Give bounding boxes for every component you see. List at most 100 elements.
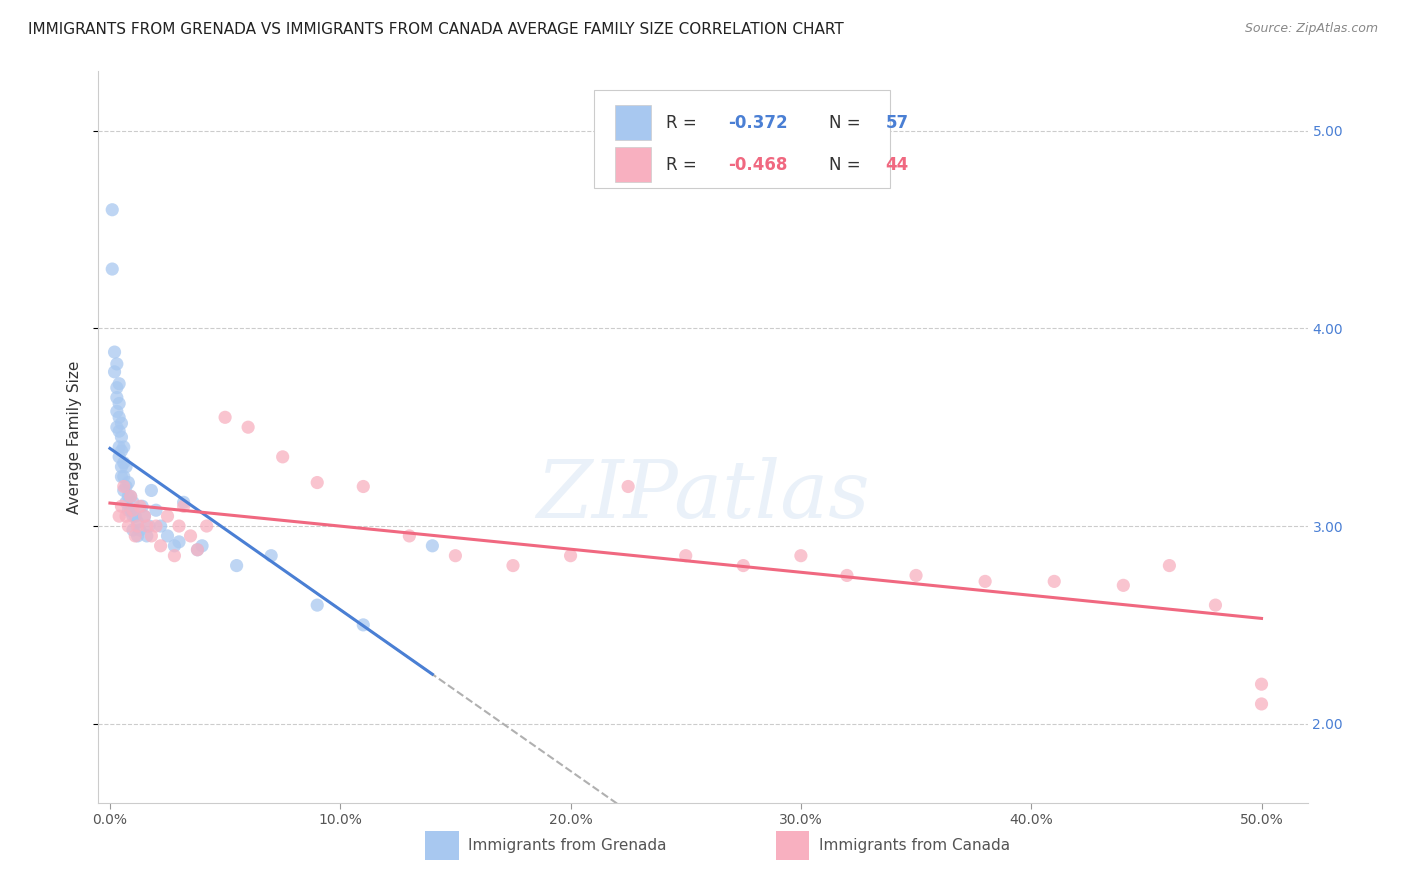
Point — [103, 345, 125, 359]
Point — [214, 410, 236, 425]
Point — [112, 440, 135, 454]
Point — [110, 500, 132, 514]
Point — [675, 549, 697, 563]
FancyBboxPatch shape — [595, 90, 890, 188]
Point — [225, 558, 247, 573]
Point — [112, 479, 135, 493]
Point — [103, 365, 125, 379]
Point — [105, 357, 128, 371]
Point — [422, 539, 444, 553]
Text: Source: ZipAtlas.com: Source: ZipAtlas.com — [1244, 22, 1378, 36]
Point — [124, 509, 146, 524]
Point — [122, 523, 145, 537]
Point — [117, 503, 139, 517]
Point — [105, 391, 128, 405]
Point — [108, 376, 131, 391]
Point — [117, 475, 139, 490]
Point — [105, 381, 128, 395]
Point — [120, 489, 142, 503]
Point — [835, 568, 858, 582]
Point — [105, 420, 128, 434]
Point — [733, 558, 755, 573]
FancyBboxPatch shape — [776, 830, 810, 860]
Point — [135, 519, 157, 533]
Point — [108, 440, 131, 454]
Point — [127, 529, 149, 543]
Point — [790, 549, 813, 563]
Point — [128, 500, 150, 514]
Point — [110, 430, 132, 444]
Point — [905, 568, 928, 582]
Text: 57: 57 — [886, 113, 908, 131]
Point — [117, 489, 139, 503]
Point — [124, 529, 146, 543]
Point — [108, 450, 131, 464]
Point — [108, 396, 131, 410]
Point — [156, 529, 179, 543]
Point — [135, 529, 157, 543]
Text: -0.372: -0.372 — [728, 113, 787, 131]
Point — [115, 495, 138, 509]
Text: -0.468: -0.468 — [728, 155, 787, 174]
Point — [108, 410, 131, 425]
Point — [149, 539, 172, 553]
Point — [398, 529, 420, 543]
Point — [617, 479, 640, 493]
Point — [307, 475, 329, 490]
Point — [112, 469, 135, 483]
Point — [163, 549, 186, 563]
Point — [1204, 598, 1226, 612]
Point — [115, 459, 138, 474]
Point — [110, 459, 132, 474]
Y-axis label: Average Family Size: Average Family Size — [67, 360, 83, 514]
Point — [271, 450, 294, 464]
Point — [122, 495, 145, 509]
Point — [101, 202, 124, 217]
Point — [120, 503, 142, 517]
Text: Immigrants from Grenada: Immigrants from Grenada — [468, 838, 666, 853]
Point — [141, 483, 163, 498]
Point — [134, 509, 156, 524]
Point — [186, 542, 208, 557]
Text: R =: R = — [665, 155, 702, 174]
Point — [1159, 558, 1181, 573]
Point — [163, 539, 186, 553]
Text: Immigrants from Canada: Immigrants from Canada — [820, 838, 1010, 853]
Point — [1250, 697, 1272, 711]
Point — [307, 598, 329, 612]
Point — [180, 529, 202, 543]
Point — [120, 489, 142, 503]
Text: R =: R = — [665, 113, 702, 131]
Point — [974, 574, 997, 589]
Point — [127, 519, 149, 533]
Point — [108, 424, 131, 438]
Point — [117, 519, 139, 533]
Text: N =: N = — [828, 155, 866, 174]
Point — [145, 519, 167, 533]
Text: IMMIGRANTS FROM GRENADA VS IMMIGRANTS FROM CANADA AVERAGE FAMILY SIZE CORRELATIO: IMMIGRANTS FROM GRENADA VS IMMIGRANTS FR… — [28, 22, 844, 37]
Point — [195, 519, 218, 533]
Point — [1250, 677, 1272, 691]
Point — [156, 509, 179, 524]
Point — [131, 500, 153, 514]
Point — [191, 539, 214, 553]
Point — [115, 509, 138, 524]
Point — [560, 549, 582, 563]
Point — [149, 519, 172, 533]
Point — [110, 444, 132, 458]
Point — [115, 479, 138, 493]
Point — [444, 549, 467, 563]
Point — [128, 523, 150, 537]
FancyBboxPatch shape — [614, 147, 651, 182]
Text: ZIPatlas: ZIPatlas — [536, 457, 870, 534]
Point — [108, 509, 131, 524]
Point — [122, 503, 145, 517]
Point — [173, 495, 195, 509]
FancyBboxPatch shape — [425, 830, 458, 860]
Point — [145, 503, 167, 517]
Point — [112, 483, 135, 498]
Point — [167, 534, 190, 549]
Point — [186, 542, 208, 557]
Point — [167, 519, 190, 533]
Point — [1043, 574, 1066, 589]
